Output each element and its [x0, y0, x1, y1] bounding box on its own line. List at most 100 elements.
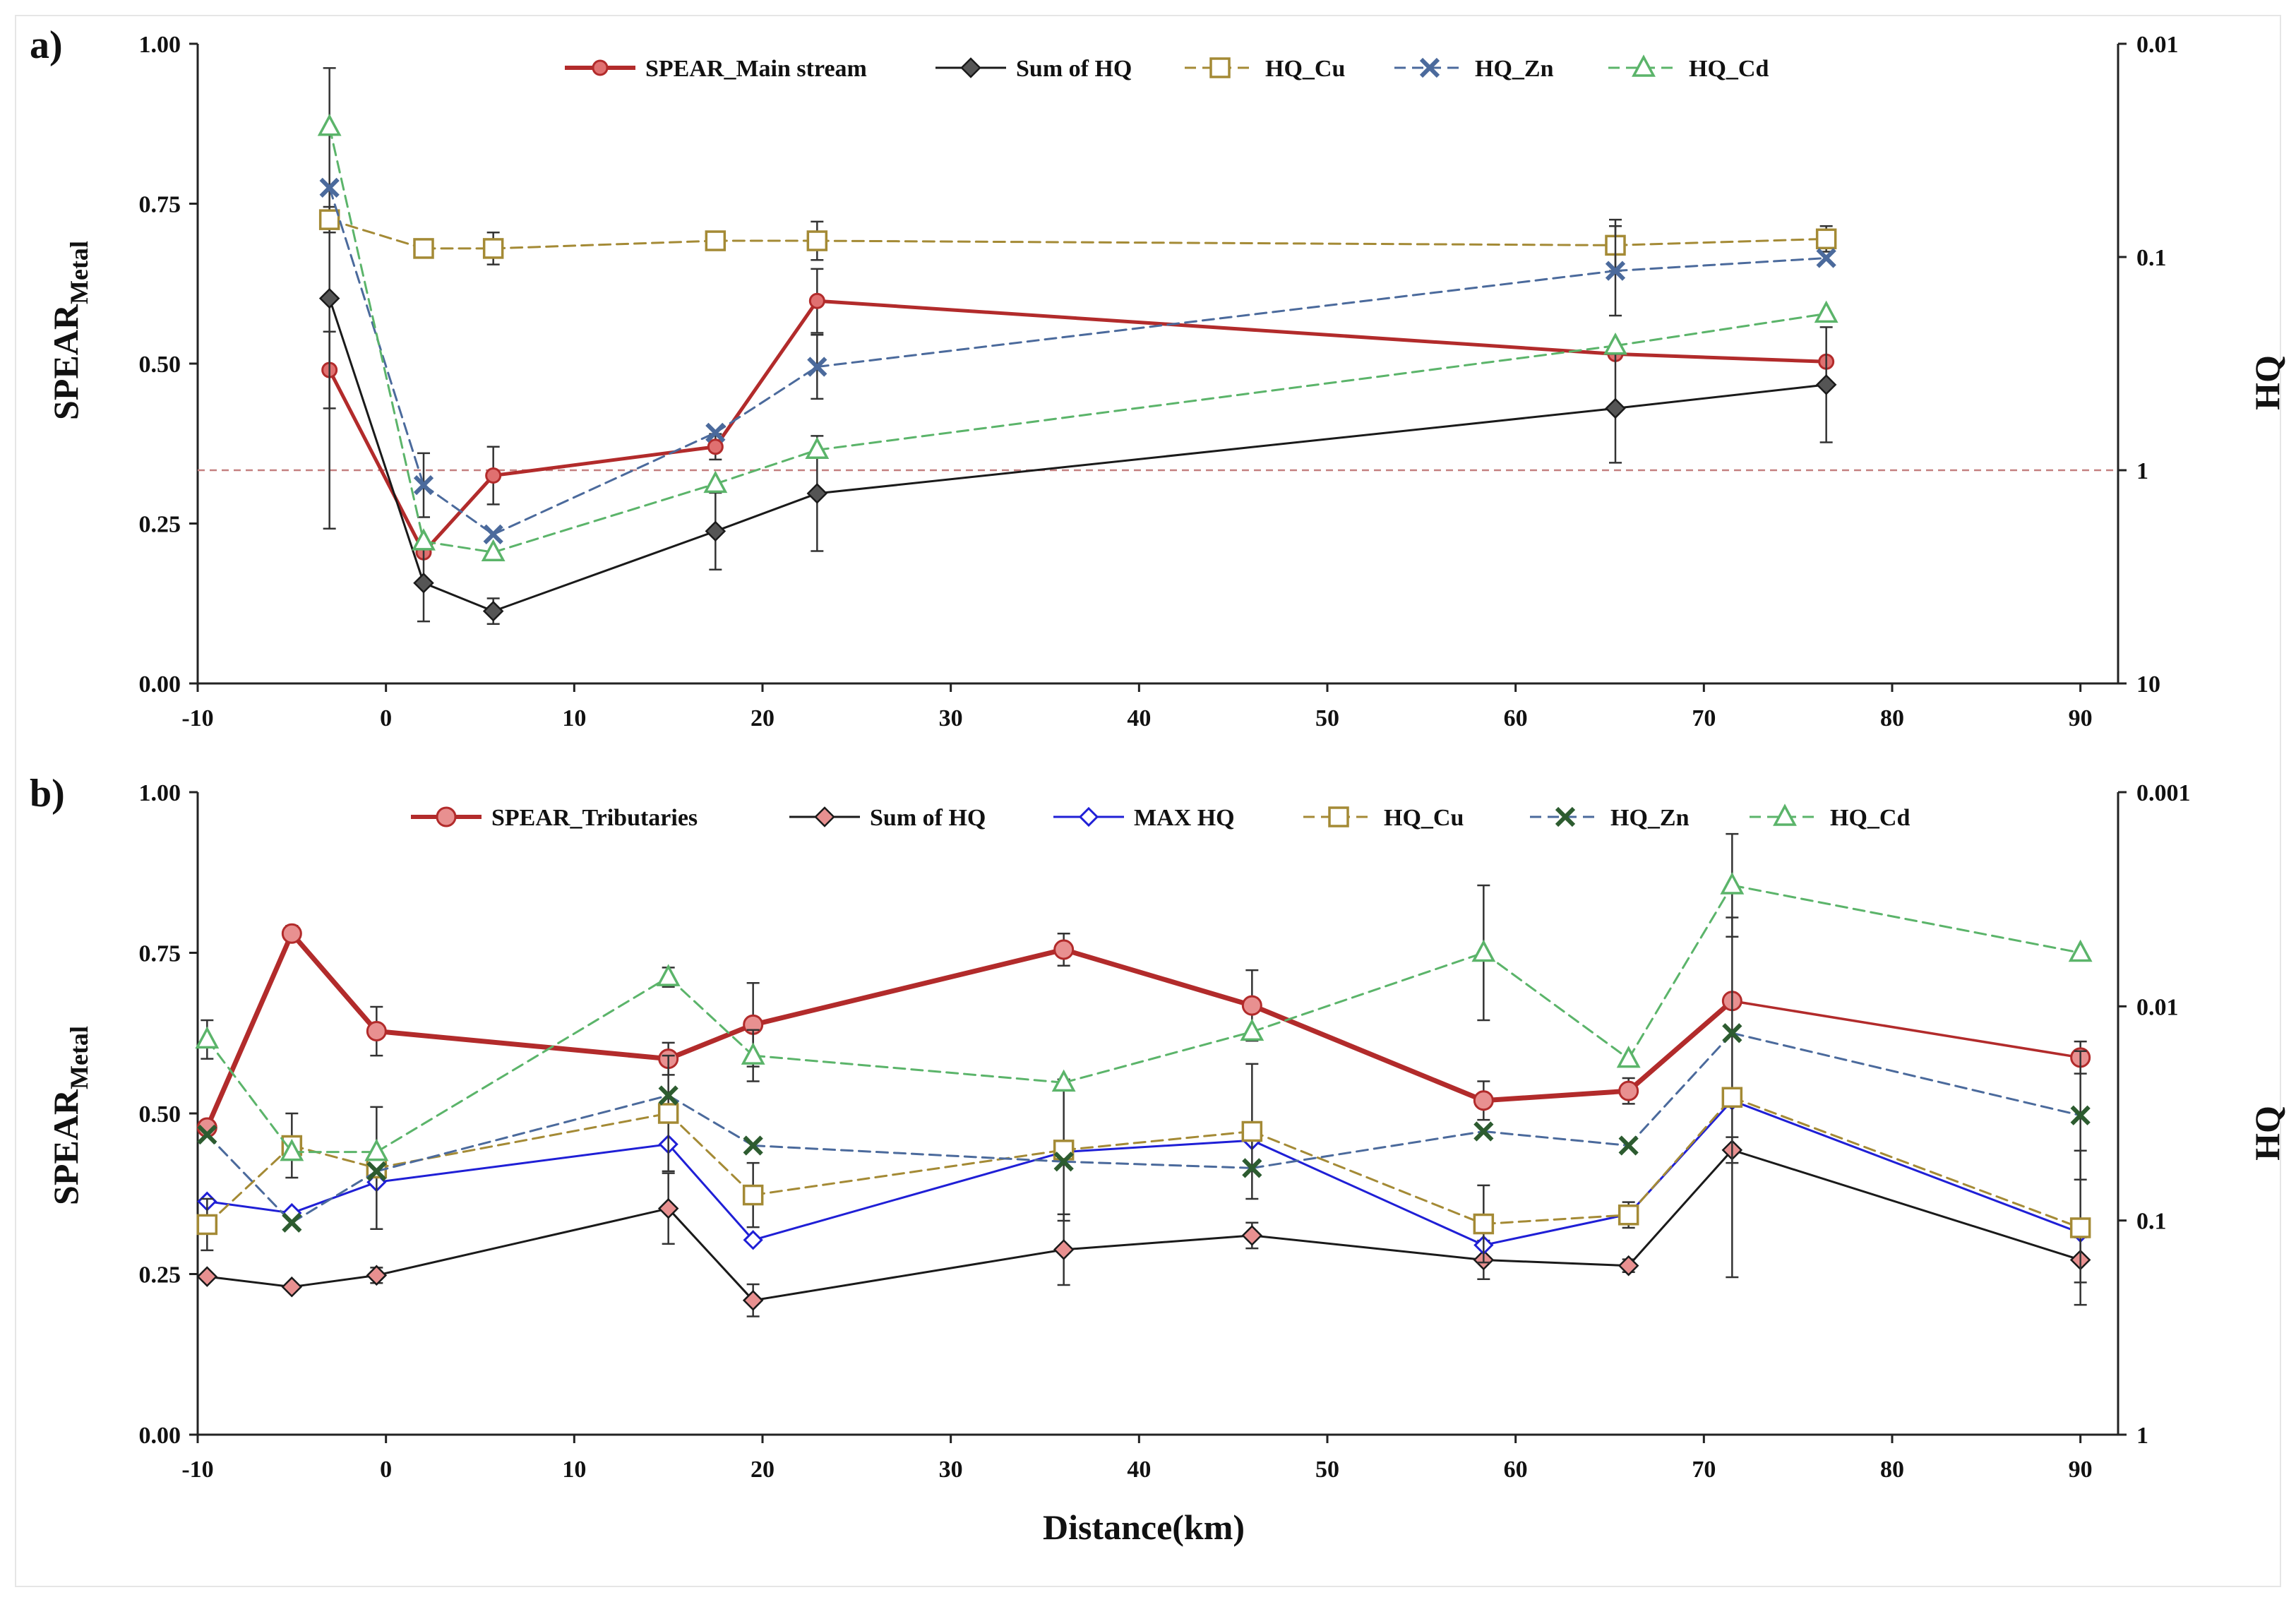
series-line-segment-a [815, 407, 1617, 495]
y2-tick-label-a: 10 [2136, 671, 2160, 698]
series-line-segment-a [491, 445, 717, 478]
data-point-a [705, 520, 727, 542]
y-axis-title-main-a: SPEAR [46, 304, 85, 420]
legend-label-a: Sum of HQ [1016, 56, 1132, 82]
x-tick-label-a: 70 [1692, 705, 1716, 731]
x-tick-label-a: -10 [181, 705, 213, 731]
series-a-4 [317, 114, 1838, 562]
y2-axis-title-b: HQ [2247, 1106, 2287, 1161]
panel-label-a: a) [30, 23, 63, 67]
series-line-segment-b [1250, 1234, 1485, 1261]
x-tick-label-b: -10 [181, 1457, 213, 1483]
series-line-segment-a [815, 345, 1617, 451]
legend-label-a: HQ_Zn [1475, 56, 1554, 82]
series-line-segment-b [1250, 1139, 1485, 1247]
y-axis-title-sub-a: Metal [65, 241, 93, 304]
data-point-b [1722, 1023, 1742, 1044]
data-point-b [280, 1138, 304, 1161]
data-point-a [482, 238, 504, 259]
y-axis-title-left-a: SPEARMetal [46, 241, 93, 420]
x-tick-label-a: 90 [2069, 705, 2093, 731]
legend-label-b: HQ_Cu [1384, 805, 1464, 831]
series-line-segment-b [1627, 1032, 1733, 1147]
data-point-b [1053, 1152, 1074, 1172]
series-line-segment-b [1482, 1258, 1630, 1267]
plot-area-a: -10 0 10 20 30 40 50 60 70 80 90 0.00 0.25 0.50 0.75 1.… [139, 32, 2179, 731]
data-point-a [1603, 332, 1627, 355]
series-a-2 [318, 205, 1837, 272]
series-line-segment-a [1614, 312, 1828, 347]
series-line-segment-b [290, 1170, 378, 1224]
x-tick-label-b: 50 [1315, 1457, 1339, 1483]
data-point-a [317, 114, 342, 136]
series-line-segment-a [714, 366, 818, 434]
series-line-segment-b [375, 1094, 670, 1173]
legend-label-b: Sum of HQ [870, 805, 986, 831]
legend-label-a: HQ_Cu [1265, 56, 1345, 82]
data-point-b [1618, 1205, 1639, 1226]
series-line-segment-b [1482, 1214, 1630, 1226]
series-line-segment-b [290, 1144, 378, 1169]
data-point-b [1473, 1090, 1494, 1111]
data-point-b [1241, 995, 1262, 1016]
data-point-a [319, 177, 340, 198]
series-line-segment-b [1482, 1130, 1630, 1147]
data-point-b [741, 1042, 765, 1065]
data-point-a [413, 238, 434, 259]
legend-label-a: HQ_Cd [1689, 56, 1769, 82]
data-point-b [1720, 872, 1745, 895]
series-line-segment-b [1249, 1003, 1486, 1104]
series-line-segment-b [752, 1149, 1065, 1197]
legend-label-a: SPEAR_Main stream [645, 56, 867, 82]
data-point-b [656, 964, 681, 986]
series-line-segment-a [492, 482, 717, 554]
series-line-segment-a [1614, 237, 1828, 246]
series-line-segment-b [375, 1143, 670, 1183]
data-point-b [1616, 1045, 1641, 1068]
series-line-segment-a [328, 186, 425, 486]
data-point-a [1815, 374, 1837, 395]
x-tick-label-b: 20 [751, 1457, 775, 1483]
y-tick-label-b: 0.75 [139, 941, 181, 967]
series-line-segment-a [492, 431, 717, 536]
series-line-segment-a [328, 126, 425, 543]
legend-marker-b [1078, 806, 1099, 827]
legend-label-b: HQ_Zn [1610, 805, 1690, 831]
series-line-segment-a [815, 299, 1618, 356]
data-point-a [485, 467, 502, 484]
series-line-segment-b [205, 1133, 293, 1224]
y-tick-label-a: 0.75 [139, 192, 181, 218]
svg-text:SPEARMetal: SPEARMetal [46, 1026, 93, 1205]
data-point-a [1814, 300, 1838, 323]
data-point-b [1618, 1135, 1639, 1156]
series-line-segment-b [667, 1112, 755, 1197]
series-line-segment-b [205, 1275, 293, 1289]
data-point-b [1053, 939, 1075, 960]
data-point-b [1241, 1225, 1263, 1246]
series-line-segment-b [752, 1144, 1065, 1163]
y2-axis-title-a: HQ [2247, 355, 2287, 410]
data-point-b [196, 1266, 218, 1287]
legend-marker-b [1773, 803, 1797, 826]
x-tick-label-a: 50 [1315, 705, 1339, 731]
y2-tick-label-a: 0.01 [2136, 32, 2179, 58]
y2-tick-label-a: 0.1 [2136, 245, 2167, 271]
y-tick-label-b: 0.25 [139, 1262, 181, 1289]
series-line-segment-b [752, 1248, 1065, 1302]
series-line-segment-b [290, 1274, 378, 1289]
x-tick-label-b: 10 [562, 1457, 586, 1483]
y2-tick-label-b: 0.01 [2136, 994, 2179, 1020]
data-point-a [413, 475, 434, 496]
series-line-segment-b [1061, 947, 1255, 1008]
data-point-b [742, 1184, 764, 1206]
series-line-segment-b [667, 976, 755, 1057]
series-line-segment-b [1627, 1096, 1733, 1217]
series-line-segment-b [375, 1112, 670, 1169]
series-line-segment-b [373, 1029, 671, 1062]
legend-marker-b [814, 806, 835, 827]
x-axis-title: Distance(km) [1043, 1507, 1245, 1547]
series-a-1 [318, 67, 1837, 625]
x-tick-label-a: 60 [1504, 705, 1528, 731]
